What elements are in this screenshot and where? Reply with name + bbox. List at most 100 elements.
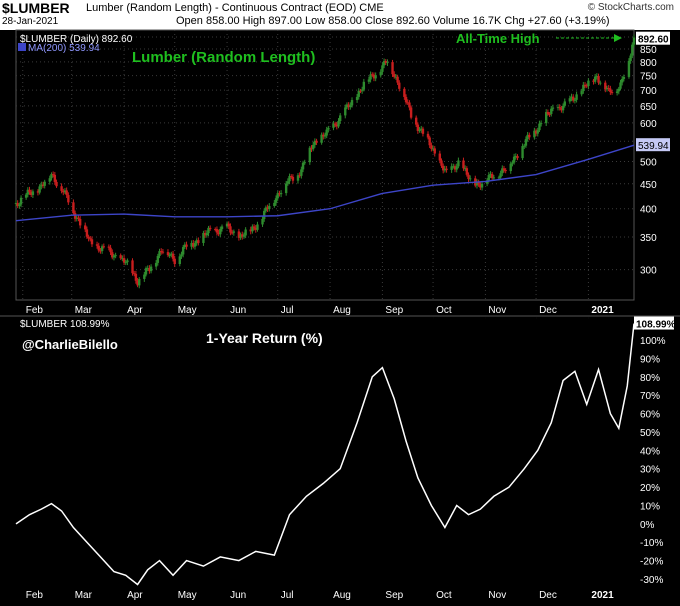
candle-body: [242, 235, 246, 237]
candle-body: [202, 232, 205, 243]
candle-body: [360, 89, 364, 91]
return-x-tick-label: Nov: [488, 590, 506, 601]
candle-body: [443, 168, 447, 171]
candle-body: [595, 76, 599, 78]
candle-body: [181, 247, 185, 255]
candle-body: [528, 134, 531, 138]
candle-body: [487, 175, 490, 181]
candle-body: [477, 182, 480, 185]
candle-body: [158, 251, 161, 256]
candle-body: [629, 55, 632, 61]
candle-body: [403, 88, 406, 97]
candle-body: [414, 117, 418, 125]
price-y-tick-label: 300: [640, 266, 657, 277]
candle-body: [355, 96, 359, 101]
candle-body: [62, 190, 65, 193]
candle-body: [536, 130, 539, 134]
candle-body: [560, 107, 563, 111]
candle-body: [538, 123, 541, 131]
candle-body: [279, 193, 283, 195]
candle-body: [335, 124, 339, 127]
candle-body: [313, 140, 317, 145]
candle-body: [546, 112, 550, 114]
candle-body: [122, 258, 126, 263]
candle-body: [178, 256, 181, 265]
candle-body: [168, 255, 171, 257]
candle-body: [114, 255, 117, 257]
candle-body: [19, 197, 23, 205]
return-y-tick-label: 60%: [640, 410, 660, 421]
return-x-tick-label: Jun: [230, 590, 246, 601]
candle-body: [111, 252, 114, 258]
candle-body: [26, 189, 30, 195]
candle-body: [50, 174, 53, 179]
candle-body: [311, 144, 315, 150]
price-x-tick-label: Oct: [436, 305, 452, 316]
candle-body: [550, 108, 553, 115]
candle-body: [467, 174, 470, 180]
candle-body: [300, 169, 303, 176]
candle-body: [323, 135, 327, 137]
candle-body: [453, 166, 457, 170]
candle-body: [333, 123, 337, 125]
candle-body: [232, 231, 236, 233]
candle-body: [362, 81, 366, 90]
candle-body: [551, 107, 555, 109]
return-y-tick-label: 90%: [640, 354, 660, 365]
candle-body: [183, 244, 187, 248]
candle-body: [185, 244, 188, 247]
candle-body: [394, 76, 398, 78]
candle-body: [627, 60, 631, 77]
candle-body: [291, 176, 295, 181]
candle-body: [347, 104, 350, 108]
close-price-tag-bg: [636, 31, 670, 45]
candle-body: [136, 280, 139, 286]
return-y-tick-label: 70%: [640, 391, 660, 402]
candle-body: [261, 218, 264, 225]
candle-body: [205, 233, 209, 236]
candle-body: [109, 247, 112, 253]
candle-body: [604, 82, 607, 90]
price-x-tick-label: Sep: [385, 305, 403, 316]
candle-body: [609, 88, 612, 93]
candle-body: [396, 76, 399, 83]
candle-body: [97, 245, 100, 251]
watermark-handle: @CharlieBilello: [22, 337, 118, 352]
candle-body: [77, 217, 80, 219]
candle-body: [219, 228, 222, 235]
candle-body: [599, 82, 602, 84]
candle-body: [95, 244, 99, 246]
candle-body: [421, 128, 425, 134]
candle-body: [244, 229, 247, 236]
candle-body: [534, 130, 538, 134]
candle-body: [409, 107, 413, 118]
candle-body: [173, 258, 176, 265]
price-y-tick-label: 850: [640, 45, 657, 56]
candle-body: [350, 100, 354, 106]
candle-body: [445, 168, 448, 170]
candle-body: [43, 181, 46, 186]
price-x-tick-label: Jul: [281, 305, 294, 316]
candle-body: [371, 74, 374, 76]
candle-body: [278, 193, 281, 195]
candle-body: [134, 273, 138, 281]
candle-body: [124, 262, 127, 264]
candle-body: [303, 162, 306, 164]
candle-body: [332, 123, 335, 128]
return-x-tick-label: Sep: [385, 590, 403, 601]
candle-body: [544, 112, 548, 124]
candle-body: [14, 203, 18, 205]
candle-body: [521, 146, 524, 159]
candle-body: [605, 87, 609, 90]
candle-body: [180, 254, 183, 257]
price-x-tick-label: Aug: [333, 305, 351, 316]
candle-body: [55, 181, 58, 187]
ticker-symbol: $LUMBER: [2, 0, 70, 16]
candle-body: [322, 134, 325, 137]
candle-body: [107, 246, 111, 248]
candle-body: [290, 176, 293, 178]
candle-body: [298, 175, 301, 177]
candle-body: [512, 156, 516, 163]
return-x-tick-label: Oct: [436, 590, 452, 601]
candle-body: [514, 156, 518, 158]
